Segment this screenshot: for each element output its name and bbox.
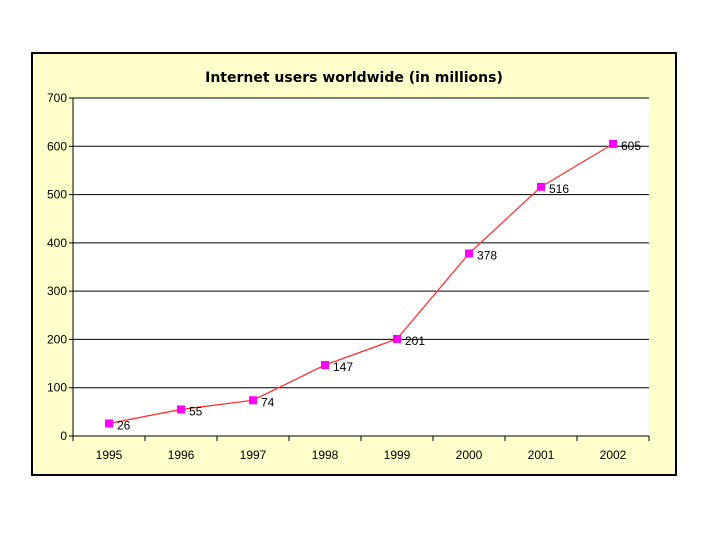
- data-label: 516: [549, 182, 569, 196]
- data-label: 147: [333, 360, 353, 374]
- data-point-marker: [321, 361, 329, 370]
- data-label: 55: [189, 404, 203, 418]
- x-tick-label: 1995: [96, 448, 123, 462]
- data-point-marker: [249, 396, 257, 405]
- data-point-marker: [537, 182, 545, 191]
- y-tick-label: 300: [47, 284, 67, 298]
- data-point-marker: [105, 419, 113, 428]
- x-tick-label: 1996: [168, 448, 195, 462]
- x-tick-label: 1997: [240, 448, 267, 462]
- data-label: 201: [405, 334, 425, 348]
- y-tick-label: 700: [47, 91, 67, 105]
- x-tick-label: 1998: [312, 448, 339, 462]
- y-tick-label: 200: [47, 332, 67, 346]
- data-label: 605: [621, 139, 641, 153]
- y-tick-label: 600: [47, 139, 67, 153]
- x-tick-label: 2000: [456, 448, 483, 462]
- x-tick-label: 1999: [384, 448, 411, 462]
- chart-frame: Internet users worldwide (in millions) 0…: [31, 52, 677, 476]
- plot-area: [73, 98, 649, 436]
- data-label: 74: [261, 395, 275, 409]
- data-label: 378: [477, 248, 497, 262]
- data-point-marker: [465, 249, 473, 258]
- line-chart: 0 100 200 300 400 500 600 700 1995 1996 1997 1998 19…: [47, 91, 650, 462]
- x-tick-label: 2001: [528, 448, 555, 462]
- y-tick-label: 500: [47, 188, 67, 202]
- x-tick-label: 2002: [600, 448, 627, 462]
- data-label: 26: [117, 418, 131, 432]
- y-tick-label: 400: [47, 236, 67, 250]
- data-point-marker: [609, 139, 617, 148]
- data-point-marker: [393, 334, 401, 343]
- data-point-marker: [177, 405, 185, 414]
- y-tick-label: 0: [60, 429, 67, 443]
- series-line: [108, 143, 614, 425]
- chart-title: Internet users worldwide (in millions): [205, 70, 503, 86]
- y-tick-label: 100: [47, 381, 67, 395]
